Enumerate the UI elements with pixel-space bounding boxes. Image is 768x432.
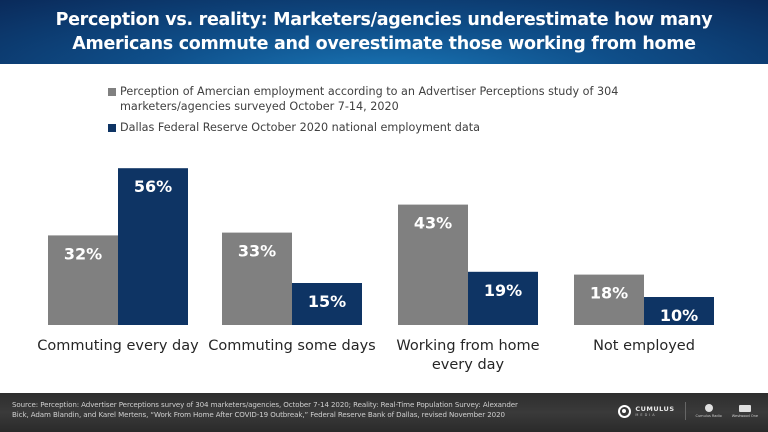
westwood-logo-icon bbox=[738, 404, 751, 412]
logo-divider bbox=[684, 402, 686, 420]
bar-group: 18% 10% Not employed bbox=[574, 274, 714, 354]
bar-group: 43% 19% Working from home every day bbox=[396, 204, 540, 373]
bar-perception bbox=[48, 235, 118, 325]
legend-label-line-1: Perception of Amercian employment accord… bbox=[120, 85, 619, 98]
title-line-2: Americans commute and overestimate those… bbox=[72, 34, 696, 54]
x-axis-category-label: Not employed bbox=[593, 338, 695, 354]
bar-chart: 32% 56% Commuting every day 33% 15% Commuting… bbox=[37, 168, 714, 373]
radio-logo-icon bbox=[704, 404, 713, 412]
legend-swatch-perception bbox=[108, 88, 116, 96]
title-line-1: Perception vs. reality: Marketers/agenci… bbox=[55, 10, 713, 30]
bar-data-label: 18% bbox=[590, 284, 628, 303]
bar-group: 33% 15% Commuting some days bbox=[208, 232, 376, 354]
source-line-1: Source: Perception: Advertiser Perceptio… bbox=[12, 400, 518, 409]
title-banner: Perception vs. reality: Marketers/agenci… bbox=[0, 0, 768, 64]
source-note: Source: Perception: Advertiser Perceptio… bbox=[12, 400, 612, 420]
footer-bar: Source: Perception: Advertiser Perceptio… bbox=[0, 393, 768, 432]
bar-data-label: 19% bbox=[484, 281, 522, 300]
bar-data-label: 15% bbox=[308, 292, 346, 311]
bar-data-label: 43% bbox=[414, 214, 452, 233]
bar-data-label: 56% bbox=[134, 177, 172, 196]
x-axis-category-label: Commuting every day bbox=[37, 338, 199, 354]
legend-swatch-reality bbox=[108, 124, 116, 132]
bar-data-label: 32% bbox=[64, 244, 102, 263]
legend-label-line-2: marketers/agencies surveyed October 7-14… bbox=[120, 100, 399, 113]
legend-item-reality: Dallas Federal Reserve October 2020 nati… bbox=[108, 120, 668, 135]
footer-logos: CUMULUS MEDIA Cumulus Radio Westwood One bbox=[618, 402, 758, 420]
page-title: Perception vs. reality: Marketers/agenci… bbox=[14, 8, 754, 56]
x-axis-category-label: Commuting some days bbox=[208, 338, 375, 354]
cumulus-c-icon bbox=[618, 404, 632, 418]
bar-data-label: 10% bbox=[660, 306, 698, 325]
bar-reality bbox=[118, 168, 188, 325]
bar-perception bbox=[574, 274, 644, 325]
westwood-one-logo: Westwood One bbox=[731, 404, 758, 418]
legend-label: Dallas Federal Reserve October 2020 nati… bbox=[120, 121, 480, 134]
legend-item-perception: Perception of Amercian employment accord… bbox=[108, 84, 668, 114]
source-line-2: Bick, Adam Blandin, and Karel Mertens, “… bbox=[12, 410, 505, 419]
x-axis-category-label: Working from home bbox=[396, 338, 539, 354]
bar-group: 32% 56% Commuting every day bbox=[37, 168, 199, 354]
cumulus-radio-logo: Cumulus Radio bbox=[696, 404, 722, 418]
cumulus-logo-sub: MEDIA bbox=[635, 412, 657, 417]
bar-reality bbox=[292, 283, 362, 325]
bar-perception bbox=[222, 232, 292, 325]
chart-legend: Perception of Amercian employment accord… bbox=[108, 84, 668, 141]
radio-logo-label: Cumulus Radio bbox=[695, 414, 722, 418]
cumulus-logo-name: CUMULUS bbox=[635, 404, 675, 413]
bar-reality bbox=[644, 297, 714, 325]
cumulus-media-logo: CUMULUS MEDIA bbox=[618, 404, 675, 418]
bar-perception bbox=[398, 204, 468, 325]
bar-reality bbox=[468, 271, 538, 325]
bar-data-label: 33% bbox=[238, 242, 276, 261]
x-axis-category-label: every day bbox=[432, 357, 505, 373]
westwood-logo-label: Westwood One bbox=[731, 413, 758, 418]
